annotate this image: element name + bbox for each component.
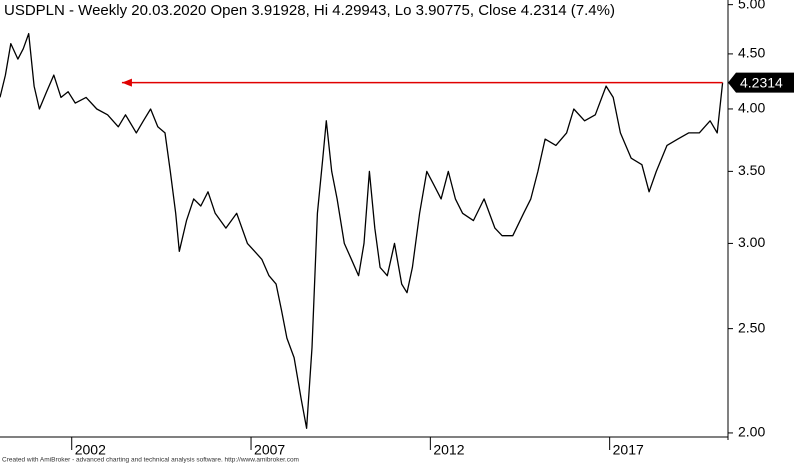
y-tick-label: 2.50 [738,319,765,335]
x-tick-label: 2002 [75,442,106,458]
price-label-box [728,72,794,93]
y-tick-label: 3.50 [738,162,765,178]
price-line [0,32,724,429]
footer: Created with AmiBroker - advanced charti… [2,457,299,464]
y-tick-label: 4.00 [738,100,765,116]
x-tick-label: 2017 [613,442,644,458]
y-tick-label: 4.50 [738,45,765,61]
y-tick-label: 2.00 [738,424,765,440]
chart-title: USDPLN - Weekly 20.03.2020 Open 3.91928,… [4,2,615,19]
arrow-head [121,78,132,87]
x-tick-label: 2007 [254,442,285,458]
y-tick-label: 3.00 [738,234,765,250]
x-tick-label: 2012 [433,442,464,458]
price-label: 4.2314 [740,74,783,90]
y-tick-label: 5.00 [738,0,765,11]
